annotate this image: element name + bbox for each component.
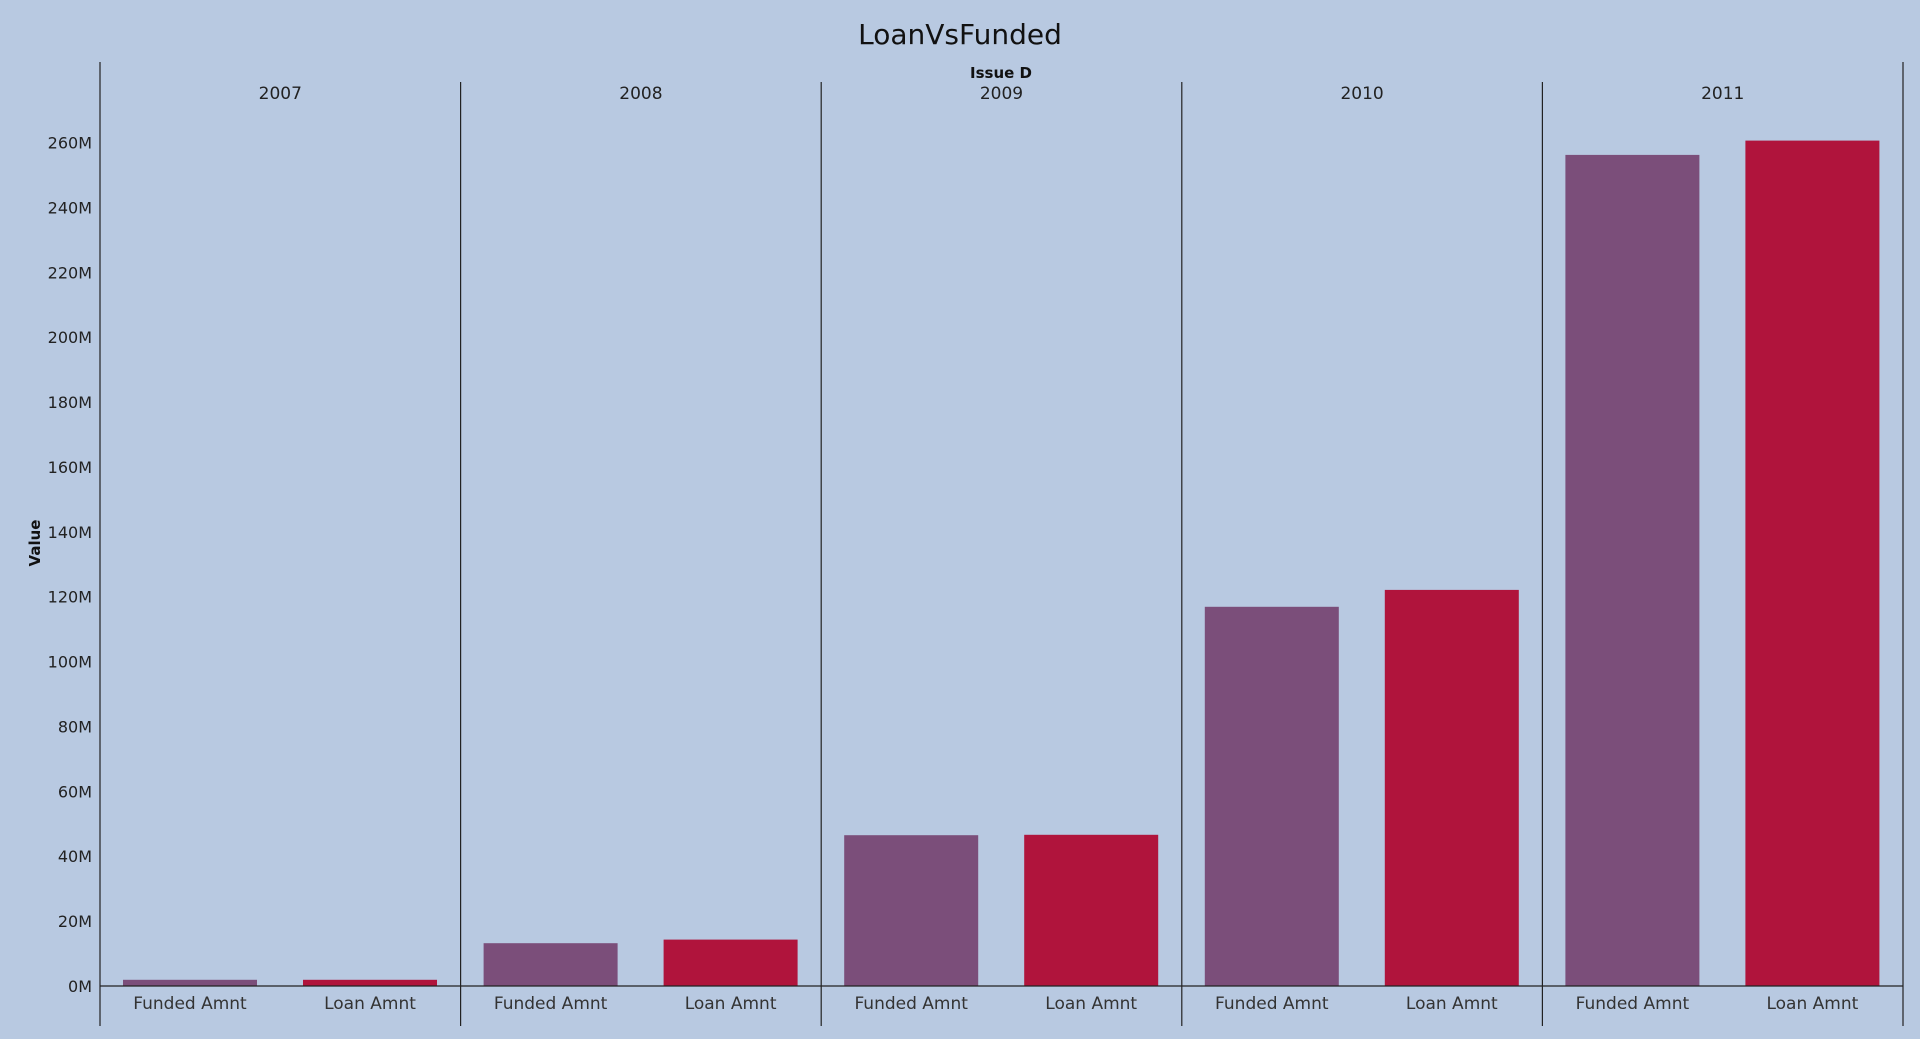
x-category-label: Loan Amnt <box>1766 994 1858 1014</box>
bar-loan-amnt <box>663 939 798 986</box>
x-category-label: Loan Amnt <box>685 994 777 1014</box>
bar-loan-amnt <box>1745 140 1880 987</box>
y-tick-label: 80M <box>58 718 92 737</box>
y-tick-label: 200M <box>48 328 92 347</box>
y-tick-label: 20M <box>58 912 92 931</box>
y-tick-label: 120M <box>48 588 92 607</box>
y-tick-label: 180M <box>48 393 92 412</box>
y-tick-label: 100M <box>48 653 92 672</box>
year-panels: 2007 Funded Amnt Loan Amnt 2008 Funded Amnt L… <box>133 84 1858 1014</box>
x-category-label: Loan Amnt <box>1406 994 1498 1014</box>
bar-funded-amnt <box>1565 154 1700 986</box>
year-header-label: 2010 <box>1340 84 1383 104</box>
y-tick-label: 140M <box>48 523 92 542</box>
bar-funded-amnt <box>483 943 618 986</box>
bar-funded-amnt <box>1204 606 1339 986</box>
year-header-label: 2007 <box>259 84 302 104</box>
year-header-label: 2009 <box>980 84 1023 104</box>
y-tick-label: 0M <box>68 977 92 996</box>
y-tick-label: 160M <box>48 458 92 477</box>
x-category-label: Funded Amnt <box>1576 994 1690 1014</box>
bar-loan-amnt <box>1384 589 1519 986</box>
panel-dividers <box>99 62 1904 1026</box>
x-category-label: Funded Amnt <box>1215 994 1329 1014</box>
y-tick-label: 40M <box>58 847 92 866</box>
y-tick-label: 220M <box>48 263 92 282</box>
x-category-label: Loan Amnt <box>324 994 416 1014</box>
y-tick-label: 260M <box>48 134 92 153</box>
bar-loan-amnt <box>1024 834 1159 986</box>
bar-loan-amnt <box>303 979 437 986</box>
bar-funded-amnt <box>123 979 257 986</box>
chart-title: LoanVsFunded <box>858 18 1062 51</box>
bars <box>123 140 1880 987</box>
x-category-label: Funded Amnt <box>494 994 608 1014</box>
y-axis-label: Value <box>26 520 44 567</box>
y-tick-label: 240M <box>48 198 92 217</box>
year-header-label: 2008 <box>619 84 662 104</box>
x-category-label: Funded Amnt <box>854 994 968 1014</box>
x-category-label: Loan Amnt <box>1045 994 1137 1014</box>
x-category-label: Funded Amnt <box>133 994 247 1014</box>
year-header-label: 2011 <box>1701 84 1744 104</box>
column-header-title: Issue D <box>970 64 1032 82</box>
y-axis-ticks: 0M 20M 40M 60M 80M 100M 120M 140M 160M 180M 200M 22… <box>48 134 92 996</box>
y-tick-label: 60M <box>58 782 92 801</box>
bar-funded-amnt <box>844 835 979 986</box>
